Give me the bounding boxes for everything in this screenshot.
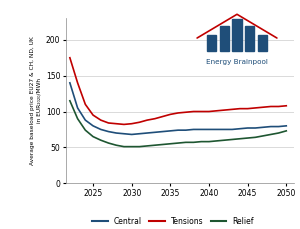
Bar (220, 27, 229, 51)
Bar (232, 19, 242, 51)
Legend: Central, Tensions, Relief: Central, Tensions, Relief (89, 214, 257, 229)
Y-axis label: Average baseload price EU27 & CH, ND, UK
in EUR₂₀₂₀/MWh: Average baseload price EU27 & CH, ND, UK… (30, 36, 42, 165)
Text: Energy Brainpool: Energy Brainpool (206, 59, 268, 65)
Bar (207, 35, 217, 51)
Bar (257, 35, 267, 51)
Bar (245, 27, 254, 51)
